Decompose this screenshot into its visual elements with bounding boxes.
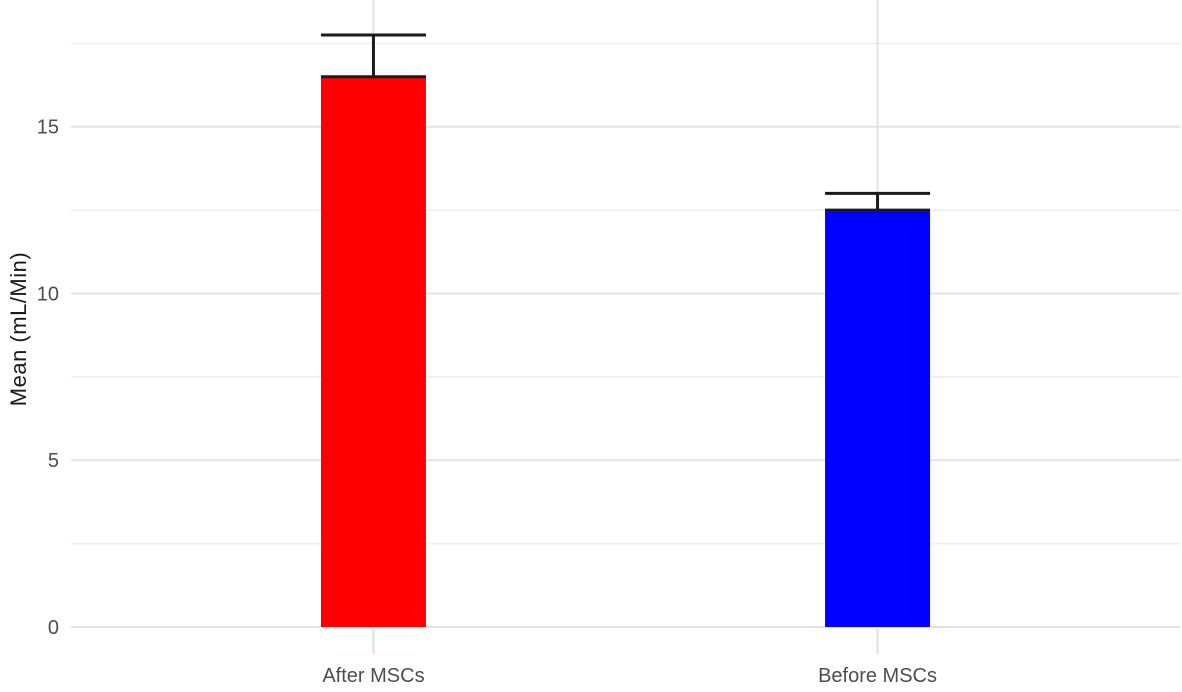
bar-before-mscs — [825, 210, 931, 628]
bar-after-mscs — [320, 76, 426, 627]
y-tick-label-0: 0 — [48, 617, 59, 639]
y-tick-label-15: 15 — [37, 117, 59, 139]
y-tick-label-5: 5 — [48, 450, 59, 472]
y-tick-label-10: 10 — [37, 283, 59, 305]
x-tick-label-after-mscs: After MSCs — [322, 665, 424, 687]
x-tick-label-before-mscs: Before MSCs — [818, 665, 937, 687]
